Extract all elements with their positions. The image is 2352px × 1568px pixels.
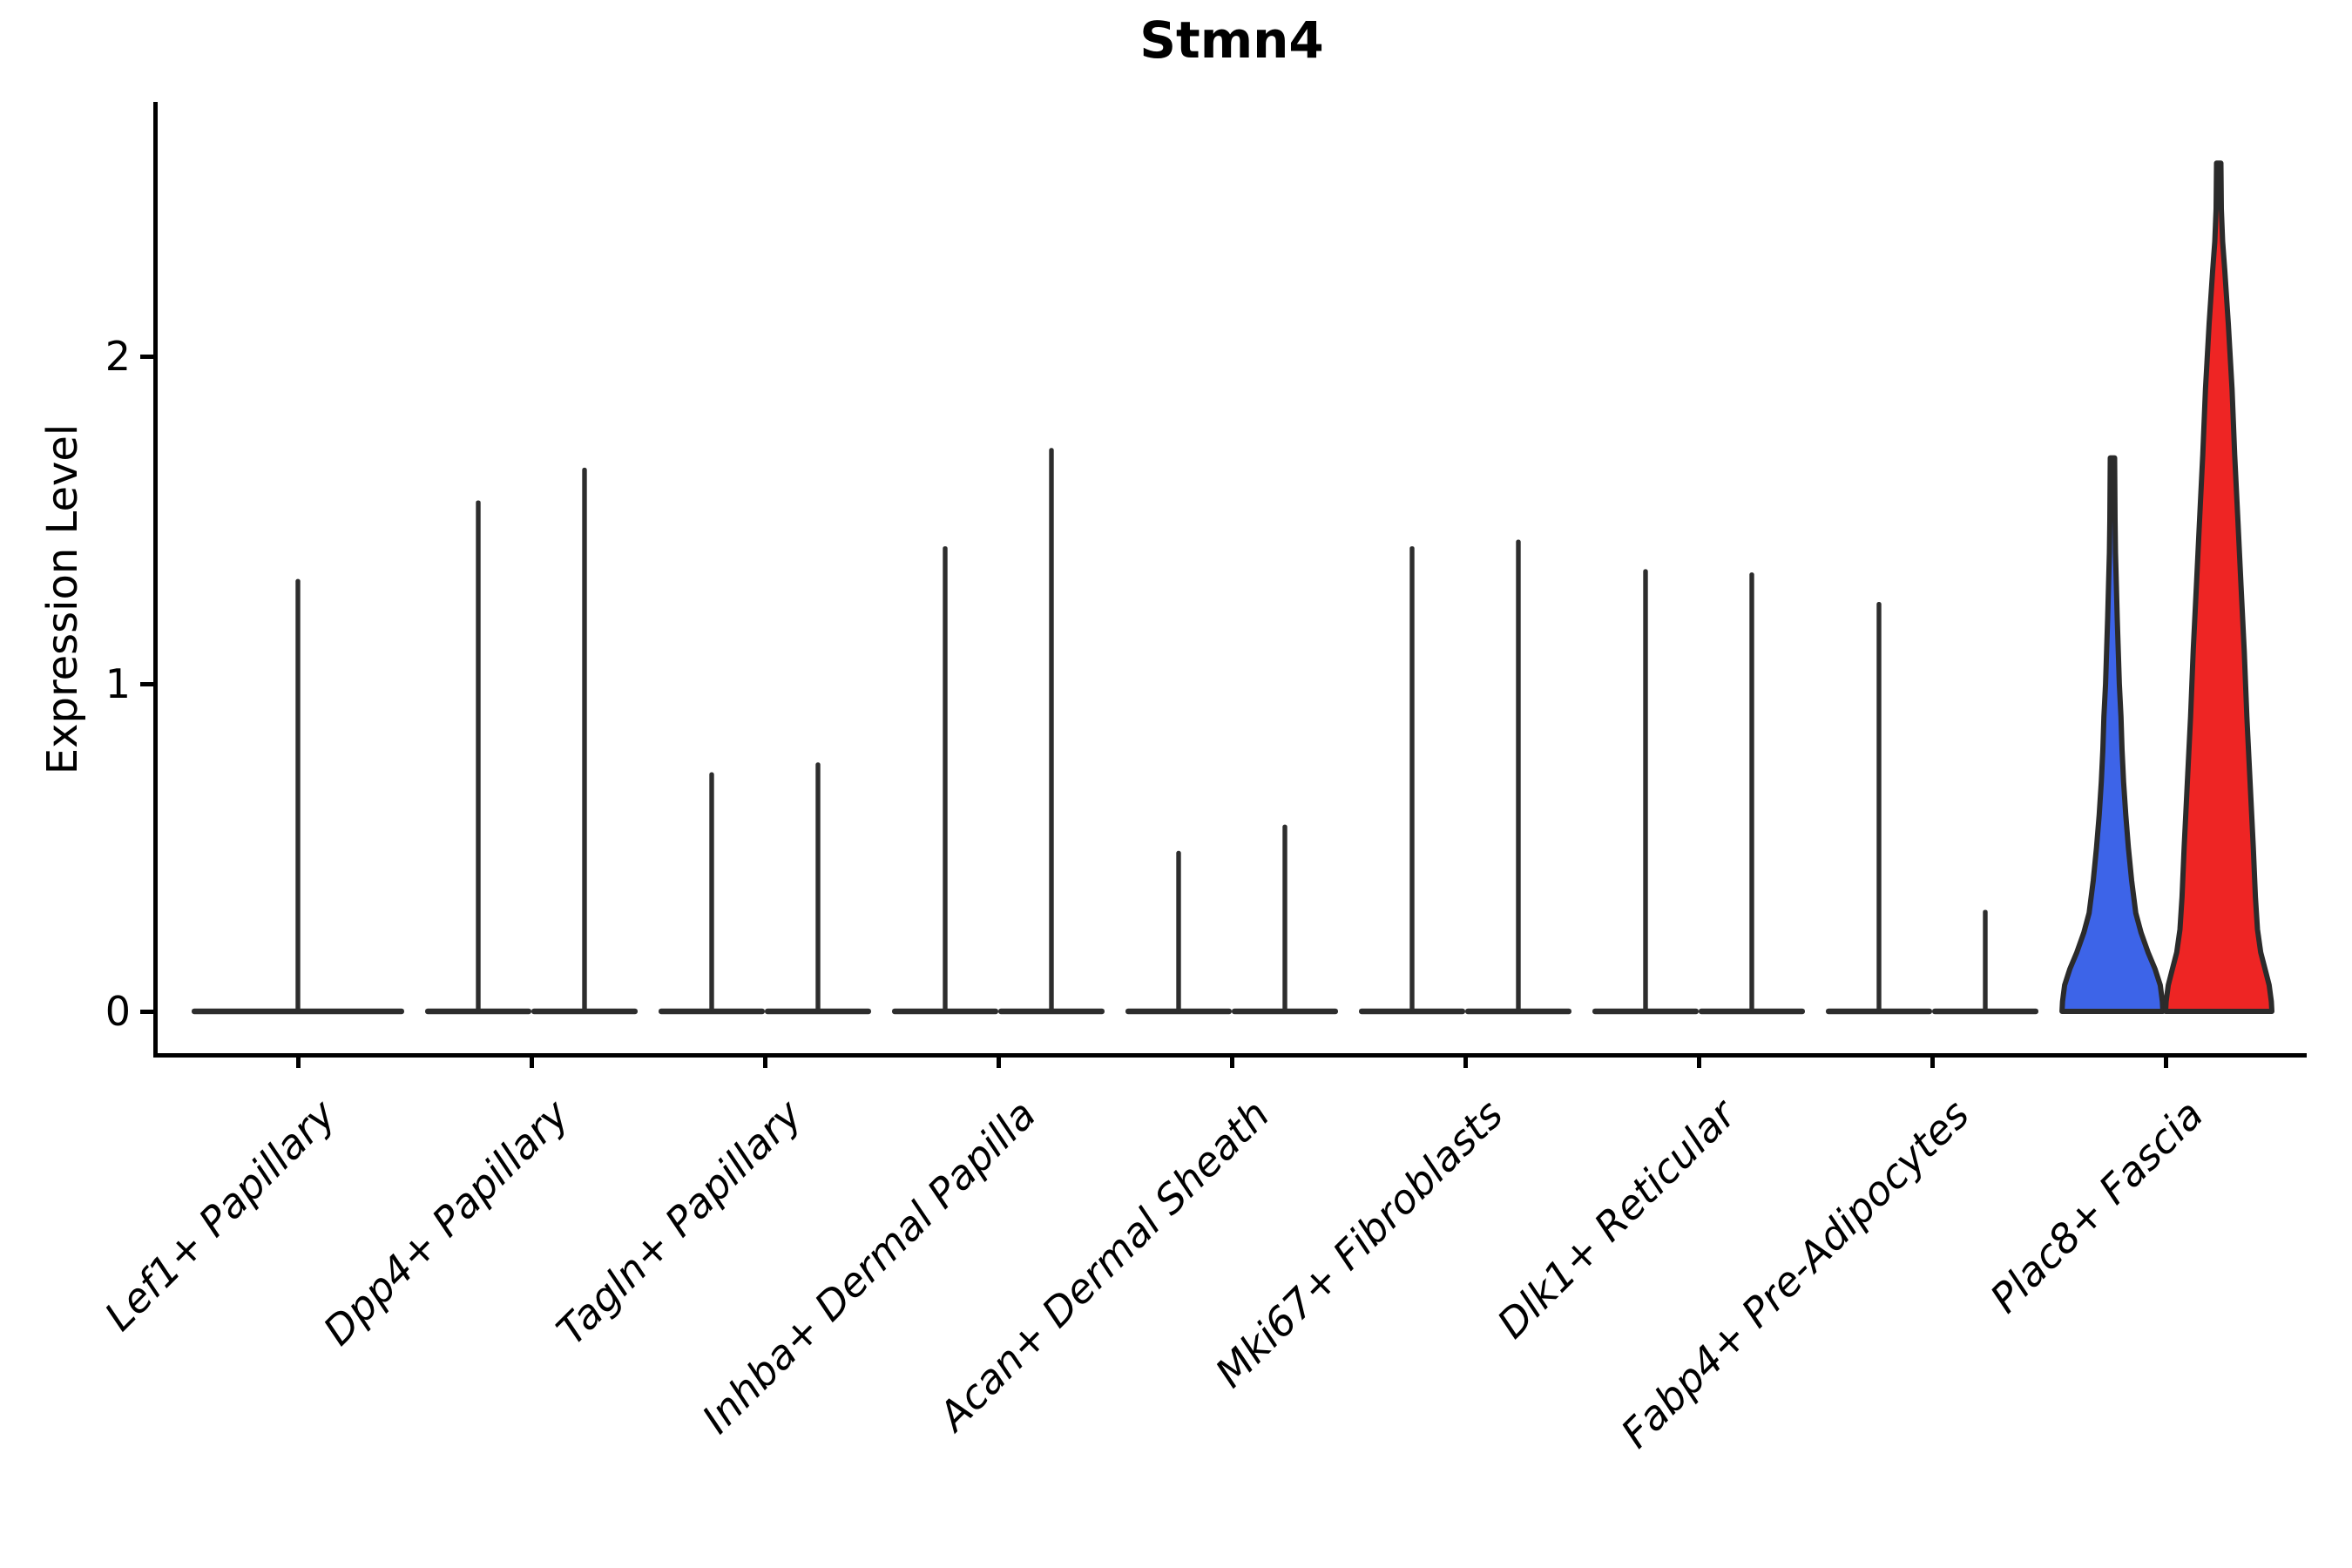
violin-spike-acan-dermal-sheath-left xyxy=(1176,850,1181,1011)
violin-spike-inhba-dermal-papilla-right xyxy=(1049,448,1054,1011)
violin-spike-mki67-fibroblasts-right xyxy=(1516,539,1521,1011)
x-tick xyxy=(2163,1053,2168,1068)
y-tick-label: 2 xyxy=(105,333,131,380)
y-axis-line xyxy=(153,102,158,1058)
violin-spike-fabp4-pre-adipocytes-right xyxy=(1983,909,1988,1011)
violin-spike-dpp4-papillary-right xyxy=(582,467,587,1011)
violin-spike-dlk1-reticular-left xyxy=(1643,569,1648,1011)
violin-plac8-fascia-right xyxy=(2163,160,2274,1014)
y-tick xyxy=(140,1009,156,1014)
x-tick xyxy=(1696,1053,1701,1068)
violin-spike-fabp4-pre-adipocytes-left xyxy=(1876,602,1882,1011)
x-tick xyxy=(295,1053,301,1068)
violin-spike-tagln-papillary-left xyxy=(709,772,714,1011)
y-tick-label: 1 xyxy=(105,660,131,707)
y-tick-label: 0 xyxy=(105,988,131,1035)
x-tick xyxy=(762,1053,767,1068)
violin-spike-lef1-papillary-center xyxy=(295,578,301,1011)
y-tick xyxy=(140,354,156,359)
x-tick xyxy=(996,1053,1001,1068)
violin-spike-inhba-dermal-papilla-left xyxy=(943,546,948,1011)
violin-spike-dpp4-papillary-left xyxy=(476,500,481,1011)
violin-plac8-fascia-left xyxy=(2059,455,2166,1014)
x-tick xyxy=(1930,1053,1935,1068)
x-tick xyxy=(1463,1053,1468,1068)
plot-title: Stmn4 xyxy=(1139,10,1324,70)
violin-spike-tagln-papillary-right xyxy=(815,762,821,1011)
y-tick xyxy=(140,681,156,686)
x-tick xyxy=(529,1053,534,1068)
violin-spike-mki67-fibroblasts-left xyxy=(1409,546,1415,1011)
violin-spike-acan-dermal-sheath-right xyxy=(1282,824,1288,1011)
violin-spike-dlk1-reticular-right xyxy=(1749,572,1754,1011)
x-tick xyxy=(1229,1053,1234,1068)
